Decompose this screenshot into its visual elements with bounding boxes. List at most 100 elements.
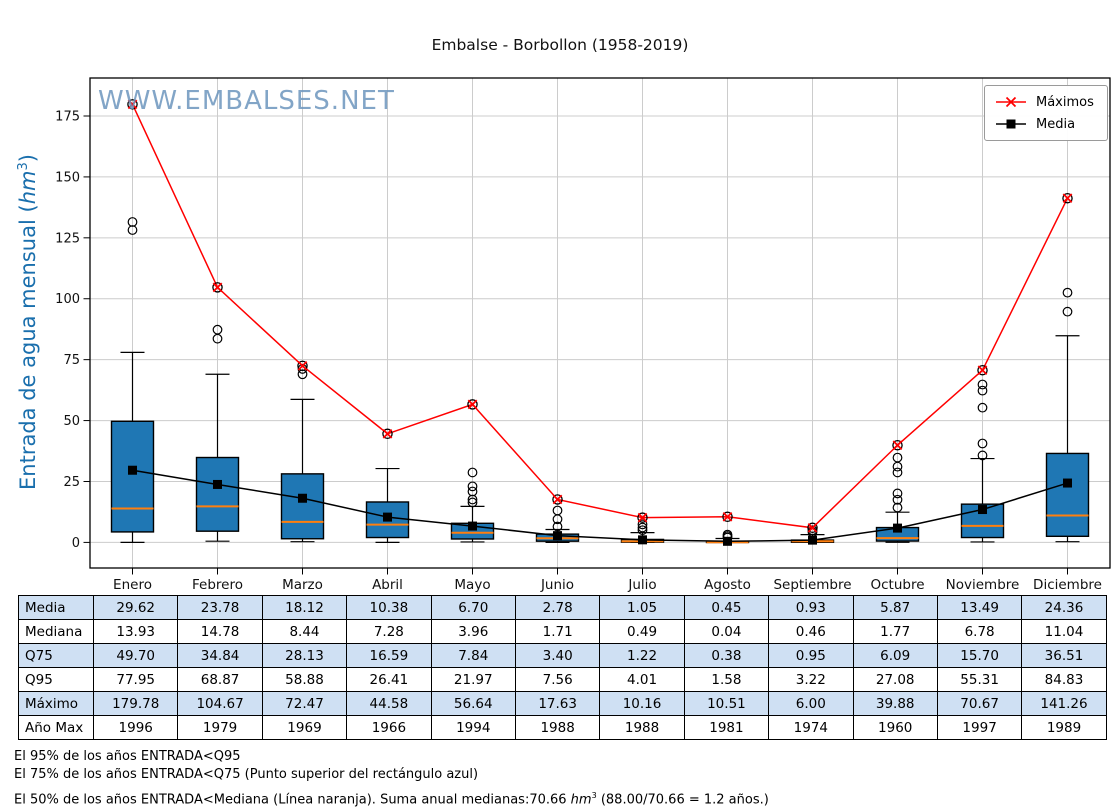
maximo-marker (807, 522, 818, 534)
table-cell: 23.78 (177, 595, 263, 620)
maximo-marker (382, 428, 393, 440)
table-cell: 0.45 (683, 595, 770, 620)
table-cell: 1.05 (599, 595, 685, 620)
table-cell: 68.87 (177, 667, 263, 692)
table-cell: 1994 (430, 715, 516, 740)
maximos-line (131, 104, 1069, 529)
media-marker (723, 536, 732, 546)
table-cell: 141.26 (1021, 691, 1107, 716)
table-cell: 2.78 (514, 595, 601, 620)
table-row-media: Media 29.62 23.78 18.12 10.38 6.70 2.78 1.05 0.4… (18, 595, 1107, 620)
outlier-point (1062, 306, 1073, 317)
table-cell: 11.04 (1021, 619, 1107, 644)
table-cell: 4.01 (599, 667, 685, 692)
outlier-point (637, 522, 648, 533)
table-cell: 179.78 (92, 691, 179, 716)
table-cell: 36.51 (1021, 643, 1107, 668)
y-axis-label: Entrada de agua mensual (hm3) (16, 154, 40, 490)
outlier-point (1062, 287, 1073, 298)
media-marker (893, 523, 902, 533)
maximo-marker (892, 439, 903, 451)
y-tick-labels: 0 25 50 75 100 125 150 175 (55, 109, 90, 551)
table-cell: 13.49 (936, 595, 1023, 620)
legend-label-media: Media (1036, 116, 1076, 132)
row-label: Q75 (18, 643, 94, 668)
table-cell: 1.58 (683, 667, 770, 692)
table-cell: 44.58 (346, 691, 432, 716)
table-cell: 26.41 (346, 667, 432, 692)
table-cell: 1979 (177, 715, 263, 740)
y-tick-label: 100 (55, 292, 80, 307)
legend-label-maximos: Máximos (1036, 94, 1094, 110)
outlier-point (892, 488, 903, 499)
media-marker (978, 505, 987, 515)
stats-table: Media 29.62 23.78 18.12 10.38 6.70 2.78 1.05 0.4… (18, 595, 1107, 740)
table-cell: 72.47 (261, 691, 348, 716)
box-abril (365, 467, 410, 544)
table-cell: 56.64 (430, 691, 516, 716)
table-cell: 0.04 (683, 619, 770, 644)
table-cell: 49.70 (92, 643, 179, 668)
maximo-marker (1062, 192, 1073, 204)
outlier-point (467, 481, 478, 492)
outlier-point (892, 467, 903, 478)
media-marker (128, 465, 137, 475)
outlier-point (637, 525, 648, 536)
media-marker (298, 493, 307, 503)
table-row-año-max: Año Max 1996 1979 1969 1966 1994 1988 1988 1981 1… (18, 715, 1107, 740)
outlier-point (467, 467, 478, 478)
x-tick-label: Marzo (282, 577, 323, 593)
y-tick-label: 0 (72, 536, 80, 551)
outlier-point (467, 486, 478, 497)
table-cell: 1969 (261, 715, 348, 740)
outlier-point (977, 438, 988, 449)
table-cell: 14.78 (177, 619, 263, 644)
x-tick-label: Noviembre (946, 577, 1020, 593)
outlier-point (892, 452, 903, 463)
table-cell: 15.70 (936, 643, 1023, 668)
x-tick-label: Enero (113, 577, 152, 593)
row-label: Media (18, 595, 94, 620)
plot-border (89, 77, 1111, 569)
table-cell: 6.09 (852, 643, 938, 668)
table-cell: 5.87 (852, 595, 938, 620)
table-cell: 6.70 (430, 595, 516, 620)
box-enero (110, 217, 155, 544)
maximo-marker (552, 494, 563, 505)
table-cell: 6.00 (768, 691, 854, 716)
media-marker (638, 535, 647, 545)
media-marker (213, 479, 222, 489)
x-tick-label: Abril (372, 577, 403, 593)
table-cell: 3.40 (514, 643, 601, 668)
x-tick-label: Junio (540, 577, 574, 593)
outlier-point (892, 494, 903, 505)
chart-title: Embalse - Borbollon (1958-2019) (431, 36, 689, 54)
table-cell: 24.36 (1021, 595, 1107, 620)
footnote-q75: El 75% de los años ENTRADA<Q75 (Punto su… (14, 767, 479, 782)
table-row-q95: Q95 77.95 68.87 58.88 26.41 21.97 7.56 4.01 1.58… (18, 667, 1107, 692)
x-tick-label: Septiembre (773, 577, 851, 593)
gridlines (90, 78, 1110, 568)
table-cell: 39.88 (852, 691, 938, 716)
table-cell: 28.13 (261, 643, 348, 668)
y-tick-label: 150 (55, 170, 80, 185)
table-cell: 58.88 (261, 667, 348, 692)
table-cell: 1996 (92, 715, 179, 740)
table-cell: 7.28 (346, 619, 432, 644)
media-line (132, 469, 1068, 543)
maximos-series (127, 99, 1073, 534)
table-cell: 10.16 (599, 691, 685, 716)
boxplot-chart: 0 25 50 75 100 125 150 175 Enero Febrero Marzo Abri… (55, 77, 1111, 593)
outlier-point (977, 379, 988, 390)
boxplot-boxes (110, 217, 1090, 544)
row-label: Año Max (18, 715, 94, 740)
table-cell: 1960 (852, 715, 938, 740)
maximos-line-icon (996, 96, 1026, 108)
x-tick-label: Mayo (454, 577, 490, 593)
table-cell: 1997 (936, 715, 1023, 740)
legend-item-media: Media (994, 115, 1098, 133)
y-tick-label: 25 (63, 475, 80, 490)
table-cell: 1981 (683, 715, 770, 740)
y-tick-label: 75 (63, 353, 80, 368)
x-tick-label: Julio (627, 577, 656, 593)
